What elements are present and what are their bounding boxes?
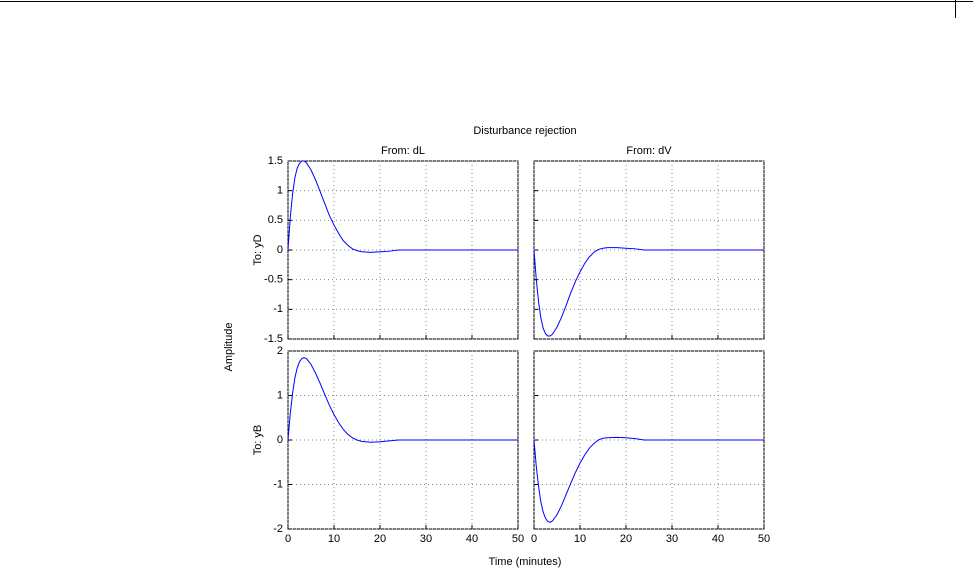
x-tick-label: 40: [712, 533, 724, 545]
y-tick-label: -1: [273, 478, 283, 490]
x-tick-label: 50: [758, 533, 770, 545]
y-tick-label: -2: [273, 523, 283, 535]
series-line: [533, 247, 764, 337]
x-tick-label: 20: [620, 533, 632, 545]
x-tick-label: 30: [666, 533, 678, 545]
x-tick-label: 10: [328, 533, 340, 545]
y-axis-label: Amplitude: [223, 323, 235, 372]
y-tick-label: 0: [277, 244, 283, 256]
y-tick-label: -0.5: [264, 274, 283, 286]
y-tick-label: 0.5: [268, 214, 283, 226]
series-line: [287, 160, 518, 253]
y-tick-label: 1: [277, 185, 283, 197]
y-tick-label: 1: [277, 389, 283, 401]
x-tick-label: 0: [285, 533, 291, 545]
x-tick-label: 40: [466, 533, 478, 545]
x-tick-label: 10: [574, 533, 586, 545]
series-line: [287, 357, 518, 443]
column-title: From: dL: [381, 145, 425, 157]
x-tick-label: 20: [374, 533, 386, 545]
x-tick-label: 0: [531, 533, 537, 545]
x-tick-label: 30: [420, 533, 432, 545]
x-tick-label: 50: [512, 533, 524, 545]
row-label: To: yB: [252, 425, 264, 456]
y-tick-label: 1.5: [268, 155, 283, 167]
y-tick-label: -1.5: [264, 333, 283, 345]
row-label: To: yD: [252, 234, 264, 265]
column-title: From: dV: [626, 145, 672, 157]
figure-title: Disturbance rejection: [473, 125, 576, 137]
series-line: [533, 436, 764, 523]
y-tick-label: 2: [277, 345, 283, 357]
x-axis-label: Time (minutes): [489, 556, 562, 568]
y-tick-label: 0: [277, 434, 283, 446]
y-tick-label: -1: [273, 303, 283, 315]
